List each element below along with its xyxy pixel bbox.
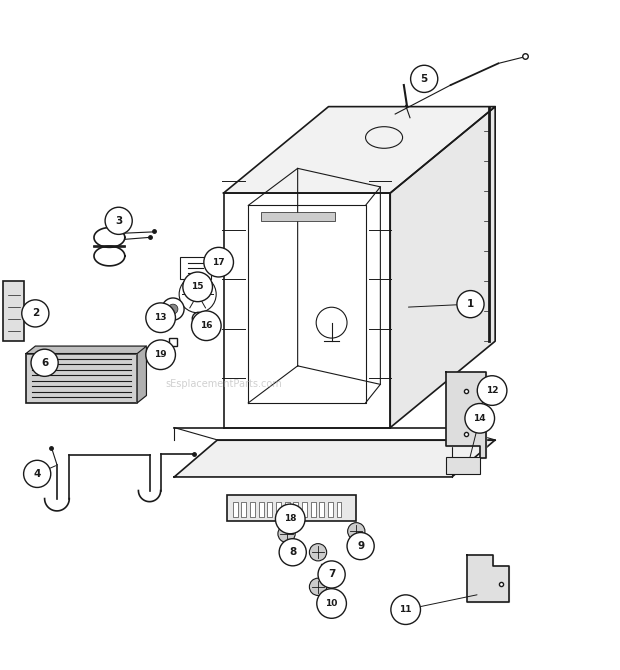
Text: 16: 16 — [200, 321, 213, 330]
Polygon shape — [390, 107, 495, 427]
Bar — [259, 502, 263, 517]
Circle shape — [204, 247, 234, 277]
Polygon shape — [26, 346, 146, 354]
FancyBboxPatch shape — [3, 281, 24, 341]
Circle shape — [275, 504, 305, 534]
Polygon shape — [446, 372, 486, 458]
Circle shape — [279, 539, 306, 566]
Text: 3: 3 — [115, 216, 122, 226]
Bar — [241, 502, 246, 517]
Circle shape — [146, 340, 175, 370]
Text: 19: 19 — [154, 350, 167, 359]
Text: 17: 17 — [212, 258, 225, 267]
Text: 11: 11 — [399, 605, 412, 614]
Circle shape — [168, 304, 178, 314]
Bar — [233, 502, 238, 517]
Text: 1: 1 — [467, 299, 474, 309]
Bar — [293, 502, 298, 517]
Text: 7: 7 — [328, 570, 335, 580]
Text: 9: 9 — [357, 541, 364, 551]
Circle shape — [24, 460, 51, 488]
Circle shape — [465, 403, 495, 433]
Text: 12: 12 — [486, 386, 498, 395]
Circle shape — [391, 595, 420, 624]
Bar — [319, 502, 324, 517]
Bar — [227, 496, 356, 521]
Bar — [446, 456, 480, 474]
FancyBboxPatch shape — [260, 212, 335, 221]
Circle shape — [162, 298, 184, 320]
Bar — [337, 502, 342, 517]
Bar — [302, 502, 307, 517]
Text: 10: 10 — [326, 599, 338, 608]
Bar — [328, 502, 333, 517]
Bar — [311, 502, 316, 517]
Text: 6: 6 — [41, 358, 48, 368]
Circle shape — [105, 207, 132, 234]
Circle shape — [31, 349, 58, 377]
Circle shape — [347, 533, 374, 559]
Bar — [250, 502, 255, 517]
FancyBboxPatch shape — [26, 354, 137, 403]
Text: sEsplacementParts.com: sEsplacementParts.com — [165, 379, 282, 389]
Bar — [285, 502, 290, 517]
Bar — [180, 257, 211, 279]
Text: 8: 8 — [289, 547, 296, 557]
Text: 15: 15 — [192, 282, 204, 291]
Circle shape — [309, 578, 327, 596]
Circle shape — [146, 303, 175, 332]
Circle shape — [317, 589, 347, 618]
Polygon shape — [224, 107, 495, 193]
Circle shape — [309, 543, 327, 561]
Bar — [276, 502, 281, 517]
Circle shape — [22, 299, 49, 327]
Text: 13: 13 — [154, 313, 167, 322]
Circle shape — [192, 311, 221, 340]
Circle shape — [457, 291, 484, 318]
Bar — [267, 502, 272, 517]
Text: 14: 14 — [474, 414, 486, 423]
Circle shape — [477, 376, 507, 405]
Polygon shape — [137, 346, 146, 403]
Text: 2: 2 — [32, 308, 39, 318]
Circle shape — [410, 65, 438, 92]
Polygon shape — [174, 440, 495, 477]
Text: 5: 5 — [420, 74, 428, 84]
Text: 18: 18 — [284, 515, 296, 523]
Text: 4: 4 — [33, 469, 41, 479]
Circle shape — [183, 272, 213, 302]
Polygon shape — [467, 555, 510, 602]
Circle shape — [318, 561, 345, 588]
Circle shape — [278, 525, 295, 543]
Circle shape — [348, 523, 365, 540]
